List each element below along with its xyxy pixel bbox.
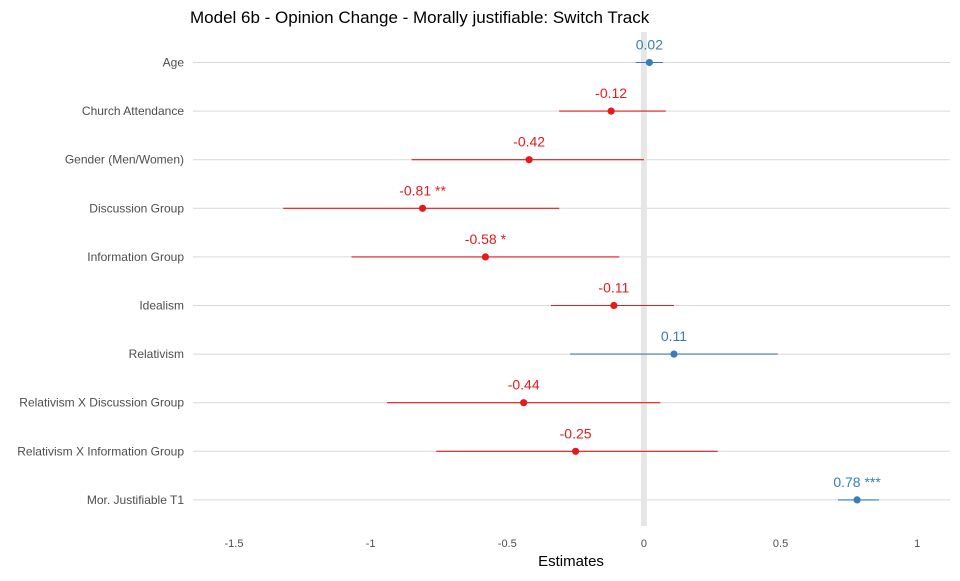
estimate-point [853,496,861,504]
value-label: -0.42 [513,134,545,150]
x-tick-label: -0.5 [498,538,517,550]
value-label: -0.81 ** [399,182,446,198]
category-label: Information Group [87,250,184,264]
estimate-point [645,58,653,67]
estimate-marks: 0.02 -0.12 -0.42 -0.81 ** -0.58 * -0.11 0.11 -0… [283,37,881,504]
x-tick-label: 1 [914,538,920,550]
x-axis-ticks: -1.5 -1 -0.5 0 0.5 1 [225,538,921,550]
category-label: Idealism [139,299,184,313]
value-label: -0.12 [595,85,627,101]
estimate-point [525,156,533,164]
value-label: -0.25 [560,425,592,441]
estimate-point [670,350,678,358]
x-tick-label: -1.5 [225,538,244,550]
x-axis-title: Estimates [538,553,604,570]
x-tick-label: 0.5 [773,538,788,550]
category-label: Mor. Justifiable T1 [87,493,184,507]
estimate-point [418,204,427,212]
value-label: -0.58 * [465,231,507,247]
value-label: 0.02 [636,37,663,53]
category-label: Discussion Group [89,201,184,215]
x-tick-label: -1 [366,538,376,550]
value-label: 0.78 *** [833,474,881,490]
category-label: Relativism X Information Group [17,444,184,458]
estimate-point [607,107,615,115]
chart-title: Model 6b - Opinion Change - Morally just… [190,8,650,27]
category-labels: Age Church Attendance Gender (Men/Women) Di… [17,56,184,507]
estimate-point [481,253,490,261]
estimate-point [571,447,580,455]
category-label: Relativism [129,347,184,361]
x-tick-label: 0 [641,538,647,550]
category-label: Age [163,56,185,70]
estimate-point [610,301,618,310]
zero-reference-line [640,32,647,526]
value-label: -0.44 [508,377,540,393]
value-label: 0.11 [661,328,687,344]
estimate-point [520,399,528,407]
category-label: Gender (Men/Women) [65,153,184,167]
value-label: -0.11 [598,280,629,296]
category-label: Relativism X Discussion Group [19,396,184,410]
category-label: Church Attendance [82,104,184,118]
